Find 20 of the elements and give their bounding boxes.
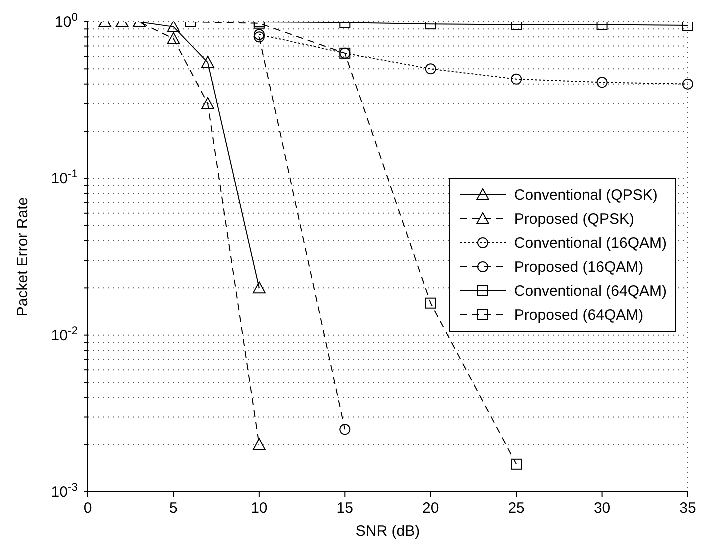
x-axis-title: SNR (dB) [356,523,420,540]
y-tick-label: 10$^{-3}$ [51,482,78,501]
y-tick-label: 10$^{0}$ [55,12,78,31]
legend-label: Proposed (16QAM) [514,258,644,276]
x-tick-label: 35 [680,500,696,517]
x-tick-label: 0 [84,500,92,517]
x-tick-label: 20 [422,500,440,517]
legend-label: Proposed (QPSK) [514,210,634,228]
x-tick-label: 30 [594,500,611,517]
legend-label: Conventional (64QAM) [514,282,667,300]
x-tick-label: 25 [508,500,525,517]
y-tick-label: 10$^{-1}$ [51,168,78,188]
y-tick-label: 10$^{-2}$ [51,325,78,344]
legend-label: Proposed (64QAM) [514,306,644,324]
x-tick-label: 5 [170,500,178,517]
y-axis-title: Packet Error Rate [14,197,32,317]
x-tick-label: 10 [251,500,268,517]
legend-label: Conventional (QPSK) [514,186,658,204]
x-tick-label: 15 [336,500,354,517]
legend-label: Conventional (16QAM) [514,234,667,252]
